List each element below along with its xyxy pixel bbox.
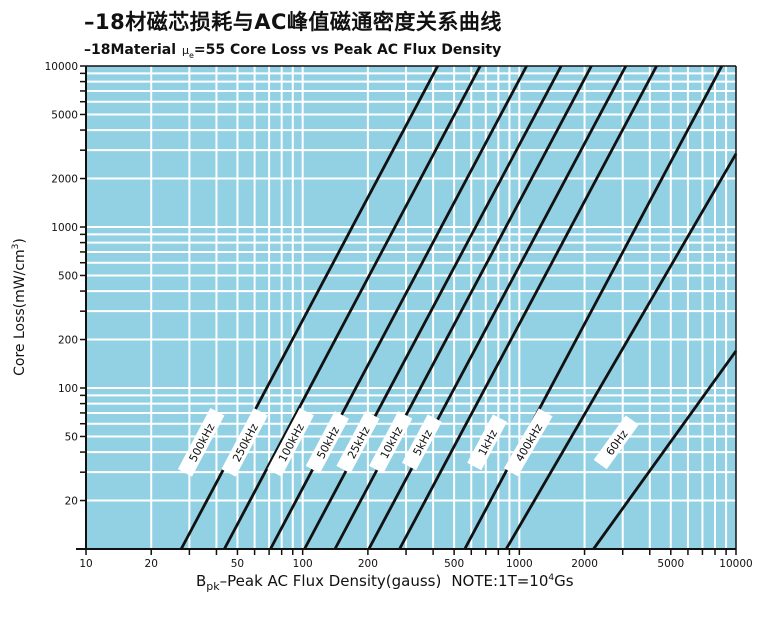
x-tick-label: 200 — [358, 558, 378, 570]
x-axis-label-sub: pk — [206, 580, 220, 593]
x-axis-label-prefix: B — [196, 572, 206, 590]
series-line-10khz — [367, 65, 628, 550]
y-tick-label: 10000 — [45, 61, 78, 73]
x-axis-label: Bpk–Peak AC Flux Density(gauss) NOTE:1T=1… — [196, 572, 574, 593]
chart-title-en: –18Material μe=55 Core Loss vs Peak AC Fl… — [84, 42, 501, 60]
series-line-60hz — [592, 350, 738, 550]
x-tick-label: 500 — [444, 558, 464, 570]
series-label-bg — [221, 407, 268, 477]
title-en-mu: μ — [182, 44, 189, 57]
x-axis-note: NOTE:1T=10 — [451, 572, 548, 590]
series-label-bg — [267, 407, 314, 477]
series-label-bg — [593, 415, 639, 470]
x-tick-label: 1000 — [506, 558, 533, 570]
plot-background — [86, 66, 736, 549]
y-tick-label: 200 — [58, 335, 78, 347]
series-label-bg — [401, 414, 442, 471]
series-label-bg — [336, 411, 380, 474]
series-label-bg — [369, 411, 413, 474]
y-tick-label: 500 — [58, 270, 78, 282]
y-tick-label: 5000 — [51, 109, 78, 121]
y-axis-label: Core Loss(mW/cm3) — [11, 238, 28, 376]
title-en-prefix: –18Material — [84, 42, 176, 58]
x-tick-label: 10000 — [719, 558, 752, 570]
y-tick-label: 20 — [65, 496, 78, 508]
series-line-250khz — [223, 65, 482, 550]
x-axis-label-main: –Peak AC Flux Density(gauss) — [220, 572, 442, 590]
y-axis-label-end: ) — [12, 238, 28, 243]
y-tick-label: 1000 — [51, 222, 78, 234]
series-line-5khz — [398, 65, 658, 550]
y-tick-label: 50 — [65, 431, 78, 443]
x-tick-label: 50 — [231, 558, 244, 570]
x-tick-label: 100 — [293, 558, 313, 570]
series-label-5khz: 5kHz — [401, 414, 442, 471]
x-tick-label: 5000 — [657, 558, 684, 570]
y-tick-labels: 10000 5000 2000 1000 500 200 100 50 20 — [45, 61, 86, 508]
y-axis-label-sup: 3 — [11, 244, 21, 250]
x-tick-labels: 10 20 50 100 200 500 1000 2000 5000 10000 — [79, 549, 753, 570]
series-label-bg — [305, 411, 349, 474]
title-en-rest: =55 Core Loss vs Peak AC Flux Density — [193, 42, 502, 58]
x-tick-label: 2000 — [571, 558, 598, 570]
series-label-bg — [503, 408, 553, 477]
x-tick-label: 20 — [145, 558, 158, 570]
x-axis-note-sup: 4 — [548, 573, 554, 583]
y-axis-label-main: Core Loss(mW/cm — [12, 249, 28, 376]
series-label-bg — [467, 414, 508, 471]
y-tick-label: 100 — [58, 383, 78, 395]
x-tick-label: 10 — [79, 558, 92, 570]
x-axis-note-end: Gs — [554, 572, 574, 590]
title-en-mu-sub: e — [189, 50, 194, 60]
y-tick-label: 2000 — [51, 174, 78, 186]
series-label-bg — [177, 407, 225, 477]
chart-title-cn: –18材磁芯损耗与AC峰值磁通密度关系曲线 — [84, 10, 502, 34]
series-line-400khz — [505, 153, 738, 550]
